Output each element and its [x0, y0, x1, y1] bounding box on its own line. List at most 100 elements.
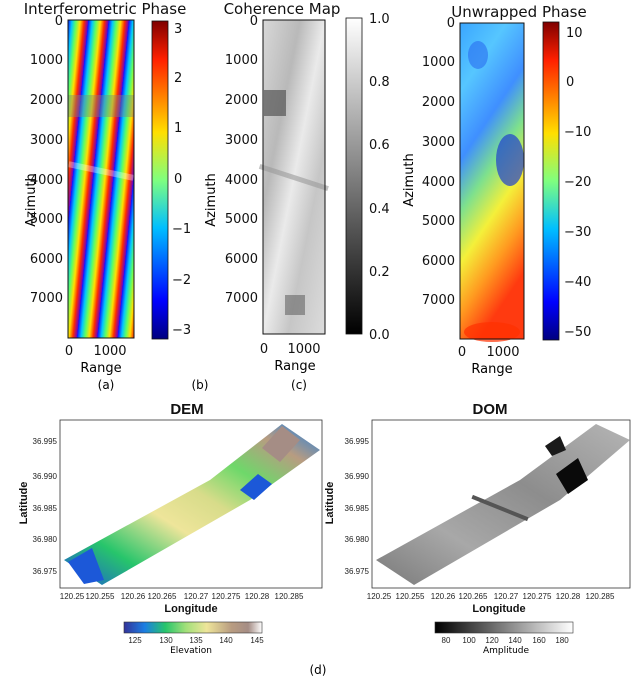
- phase-cbar-tick: −3: [172, 323, 191, 338]
- coherence-ytick: 7000: [225, 291, 258, 306]
- phase-image: [68, 20, 134, 338]
- dom-ytick: 36.975: [345, 567, 370, 576]
- dom-stripe: [471, 494, 529, 522]
- unwrapped-ytick: 2000: [422, 95, 455, 110]
- dem-image: [64, 424, 320, 585]
- dom-ytick: 36.985: [345, 504, 370, 513]
- unwrapped-ytick: 5000: [422, 214, 455, 229]
- coherence-xtick: 1000: [287, 342, 320, 357]
- unwrapped-cbar-tick: 0: [566, 75, 574, 90]
- unwrapped-cbar-tick: −30: [564, 225, 591, 240]
- dem-xtick: 120.265: [148, 592, 177, 601]
- phase-ytick: 5000: [30, 212, 63, 227]
- unwrapped-xlabel: Range: [471, 362, 512, 377]
- dem-colorbar-ticks: 125 130 135 140 145: [128, 636, 264, 645]
- unwrapped-ytick: 7000: [422, 293, 455, 308]
- dem-cbar-tick: 140: [219, 636, 233, 645]
- dem-xtick: 120.28: [245, 592, 270, 601]
- coherence-dark-patch: [285, 295, 305, 315]
- unwrapped-cbar-tick: −20: [564, 175, 591, 190]
- dom-cbar-tick: 80: [442, 636, 451, 645]
- dem-ylabel: Latitude: [18, 482, 30, 525]
- panel-label-b: (b): [192, 378, 209, 392]
- coherence-ytick: 6000: [225, 252, 258, 267]
- unwrapped-cbar-tick: −40: [564, 275, 591, 290]
- dom-cbar-tick: 120: [485, 636, 499, 645]
- coherence-cbar-tick: 0.2: [369, 265, 390, 280]
- dem-xlabel: Longitude: [164, 603, 217, 615]
- dom-cbar-tick: 140: [508, 636, 522, 645]
- coherence-xlabel: Range: [274, 359, 315, 374]
- dem-cbar-tick: 125: [128, 636, 142, 645]
- dom-ylabel: Latitude: [324, 482, 336, 525]
- phase-ytick: 7000: [30, 291, 63, 306]
- coherence-xtick: 0: [260, 342, 268, 357]
- dom-image: [376, 424, 630, 585]
- unwrapped-cbar-tick: −10: [564, 125, 591, 140]
- phase-cbar-tick: −2: [172, 273, 191, 288]
- phase-title: Interferometric Phase: [24, 0, 187, 18]
- dom-colorbar: [434, 621, 574, 634]
- panel-label-c: (c): [291, 378, 307, 392]
- unwrapped-xtick: 0: [458, 345, 466, 360]
- phase-xtick: 0: [65, 344, 73, 359]
- phase-xlabel: Range: [80, 361, 121, 376]
- dem-cbar-tick: 145: [250, 636, 264, 645]
- unwrapped-ylabel: Azimuth: [402, 153, 417, 207]
- dom-ytick: 36.980: [345, 535, 370, 544]
- dom-cbar-tick: 180: [555, 636, 569, 645]
- coherence-dark-patch: [264, 90, 286, 116]
- dom-colorbar-ticks: 80 100 120 140 160 180: [442, 636, 570, 645]
- coherence-ytick: 1000: [225, 53, 258, 68]
- dom-dark-patch: [545, 436, 566, 456]
- unwrapped-blue-patch: [468, 41, 488, 69]
- dom-xtick: 120.275: [523, 592, 552, 601]
- dom-colorbar-label: Amplitude: [483, 646, 530, 656]
- dem-yticks: 36.995 36.990 36.985 36.980 36.975: [33, 437, 58, 576]
- dom-ytick: 36.990: [345, 472, 370, 481]
- phase-cbar-tick: 2: [174, 71, 182, 86]
- unwrapped-xticks: 0 1000: [458, 345, 520, 360]
- coherence-cbar-tick: 0.8: [369, 75, 390, 90]
- phase-ytick: 1000: [30, 53, 63, 68]
- unwrapped-ytick: 6000: [422, 254, 455, 269]
- phase-cbar-tick: −1: [172, 222, 191, 237]
- dem-colorbar: [123, 621, 263, 634]
- dom-xlabel: Longitude: [472, 603, 525, 615]
- dem-ytick: 36.980: [33, 535, 58, 544]
- dem-high-patch: [262, 426, 300, 462]
- unwrapped-panel: Unwrapped Phase Azimuth Range 0 1000 200…: [402, 3, 591, 377]
- unwrapped-ytick: 1000: [422, 55, 455, 70]
- unwrapped-cbar-tick: −50: [564, 325, 591, 340]
- coherence-title: Coherence Map: [224, 0, 341, 18]
- dem-water-patch: [68, 548, 104, 584]
- coherence-xticks: 0 1000: [260, 342, 321, 357]
- phase-ytick: 2000: [30, 93, 63, 108]
- unwrapped-ytick: 0: [447, 16, 455, 31]
- panel-label-a: (a): [98, 378, 115, 392]
- coherence-yticks: 0 1000 2000 3000 4000 5000 6000 7000: [225, 14, 258, 306]
- dom-xtick: 120.28: [556, 592, 581, 601]
- unwrapped-cbar-tick: 10: [566, 26, 583, 41]
- coherence-ytick: 4000: [225, 173, 258, 188]
- dem-xtick: 120.275: [212, 592, 241, 601]
- coherence-ytick: 3000: [225, 133, 258, 148]
- panel-label-d: (d): [310, 663, 327, 677]
- coherence-ytick: 0: [250, 14, 258, 29]
- phase-ytick: 3000: [30, 133, 63, 148]
- dem-ytick: 36.995: [33, 437, 58, 446]
- unwrapped-yticks: 0 1000 2000 3000 4000 5000 6000 7000: [422, 16, 455, 308]
- phase-xticks: 0 1000: [65, 344, 127, 359]
- unwrapped-colorbar-ticks: 10 0 −10 −20 −30 −40 −50: [564, 26, 591, 340]
- dom-xtick: 120.26: [431, 592, 456, 601]
- coherence-panel: Coherence Map Azimuth Range 0 1000 2000 …: [192, 0, 390, 392]
- phase-colorbar: [151, 20, 169, 340]
- dom-yticks: 36.995 36.990 36.985 36.980 36.975: [345, 437, 370, 576]
- dom-ytick: 36.995: [345, 437, 370, 446]
- dom-title: DOM: [473, 401, 508, 418]
- phase-stripe: [68, 161, 134, 181]
- dem-xtick: 120.25: [60, 592, 85, 601]
- dom-dark-patch: [556, 458, 588, 494]
- coherence-cbar-tick: 0.4: [369, 202, 390, 217]
